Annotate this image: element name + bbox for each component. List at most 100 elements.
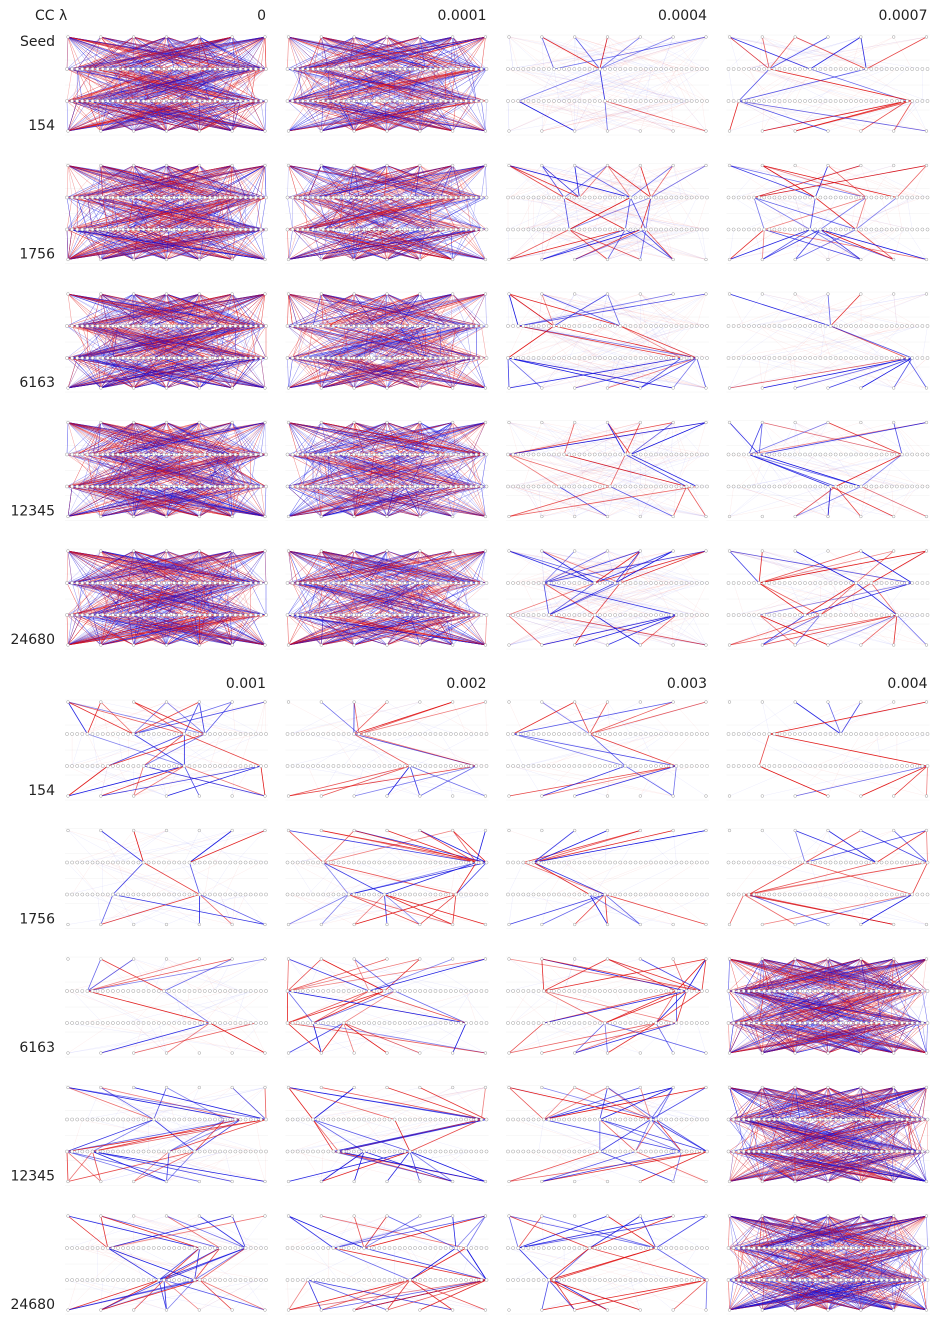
node [742,99,745,102]
node [444,99,447,102]
node [547,99,550,102]
node [573,36,576,39]
node [890,99,893,102]
node [758,67,761,70]
edge [574,101,706,131]
edge [68,166,72,198]
node [778,99,781,102]
node [101,99,104,102]
node [634,67,637,70]
node [362,99,365,102]
node [742,67,745,70]
edge [780,101,796,131]
edge [542,101,671,131]
node [178,99,181,102]
node [606,130,609,133]
node [332,67,335,70]
node [249,99,252,102]
node [111,67,114,70]
node [803,99,806,102]
node [540,130,543,133]
node [517,67,520,70]
node [583,99,586,102]
node [403,99,406,102]
edge [636,101,706,131]
node [925,130,928,133]
node [296,67,299,70]
node [680,67,683,70]
node [388,99,391,102]
node [670,67,673,70]
node [296,99,299,102]
node [675,99,678,102]
network-plot [727,35,930,135]
node [747,99,750,102]
node [337,67,340,70]
node [132,99,135,102]
node [475,67,478,70]
edge [67,37,68,69]
node [629,67,632,70]
node [398,99,401,102]
edge [509,101,692,131]
node [859,130,862,133]
node [317,67,320,70]
node [306,99,309,102]
node [106,99,109,102]
node [829,99,832,102]
node [353,130,356,133]
node [183,67,186,70]
node [439,99,442,102]
node [378,99,381,102]
node [644,67,647,70]
node [578,99,581,102]
node [459,99,462,102]
node [327,99,330,102]
node [162,99,165,102]
lambda-label: 0.0007 [879,8,928,24]
node [809,67,812,70]
node [916,99,919,102]
node [606,36,609,39]
node [449,99,452,102]
node [854,99,857,102]
node [895,99,898,102]
node [892,130,895,133]
node [449,67,452,70]
node [732,99,735,102]
node [700,99,703,102]
node [451,36,454,39]
seed-value: 154 [28,118,55,134]
node [65,99,68,102]
node [249,67,252,70]
node [614,99,617,102]
node [132,130,135,133]
node [475,99,478,102]
node [905,67,908,70]
edge [265,101,266,131]
node [865,99,868,102]
node [794,36,797,39]
node [320,36,323,39]
seed-value: 1756 [19,247,55,263]
node [137,99,140,102]
node [700,67,703,70]
node [890,67,893,70]
node [665,67,668,70]
node [203,67,206,70]
node [301,67,304,70]
node [218,99,221,102]
node [413,99,416,102]
edge [509,101,579,131]
node [793,99,796,102]
node [357,99,360,102]
node [685,67,688,70]
node [854,67,857,70]
node [286,99,289,102]
node [157,99,160,102]
node [540,36,543,39]
node [727,67,730,70]
edge [671,101,673,131]
node [672,130,675,133]
node [512,67,515,70]
